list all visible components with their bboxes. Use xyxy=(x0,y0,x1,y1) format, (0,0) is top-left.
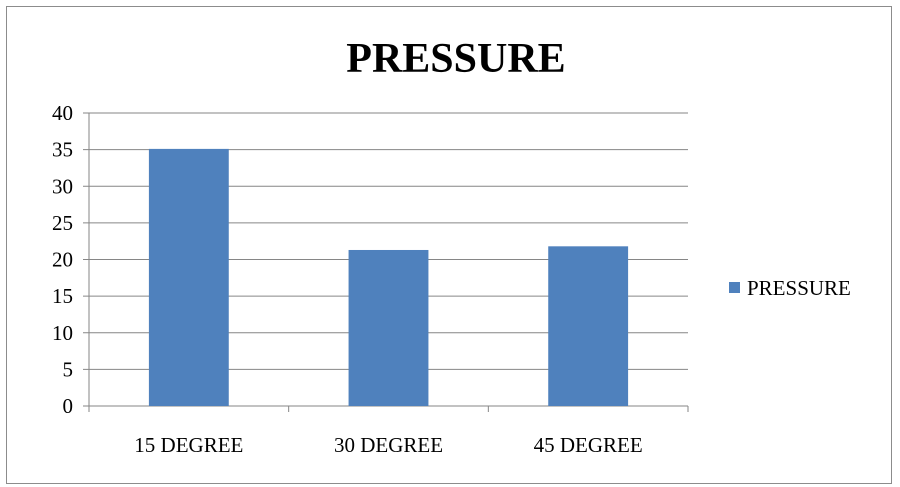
x-category-label: 15 DEGREE xyxy=(134,433,243,457)
y-tick-label: 35 xyxy=(52,138,73,162)
y-tick-label: 5 xyxy=(63,357,74,381)
y-tick-label: 30 xyxy=(52,174,73,198)
bar-15-degree xyxy=(148,148,229,406)
legend: PRESSURE xyxy=(729,276,851,300)
y-tick-label: 25 xyxy=(52,211,73,235)
bar-30-degree xyxy=(348,249,429,406)
y-tick-label: 15 xyxy=(52,284,73,308)
legend-label-pressure: PRESSURE xyxy=(747,276,851,300)
x-category-label: 30 DEGREE xyxy=(334,433,443,457)
y-tick-label: 40 xyxy=(52,101,73,125)
bars xyxy=(148,148,629,406)
chart-title: PRESSURE xyxy=(346,36,565,82)
y-tick-label: 10 xyxy=(52,321,73,345)
x-category-label: 45 DEGREE xyxy=(534,433,643,457)
bar-45-degree xyxy=(548,246,629,406)
y-tick-label: 0 xyxy=(63,394,74,418)
x-category-labels: 15 DEGREE 30 DEGREE 45 DEGREE xyxy=(134,433,642,457)
y-tick-label: 20 xyxy=(52,248,73,272)
y-tick-labels: 0 5 10 15 20 25 30 35 40 xyxy=(52,101,73,418)
legend-swatch-pressure xyxy=(729,282,740,293)
